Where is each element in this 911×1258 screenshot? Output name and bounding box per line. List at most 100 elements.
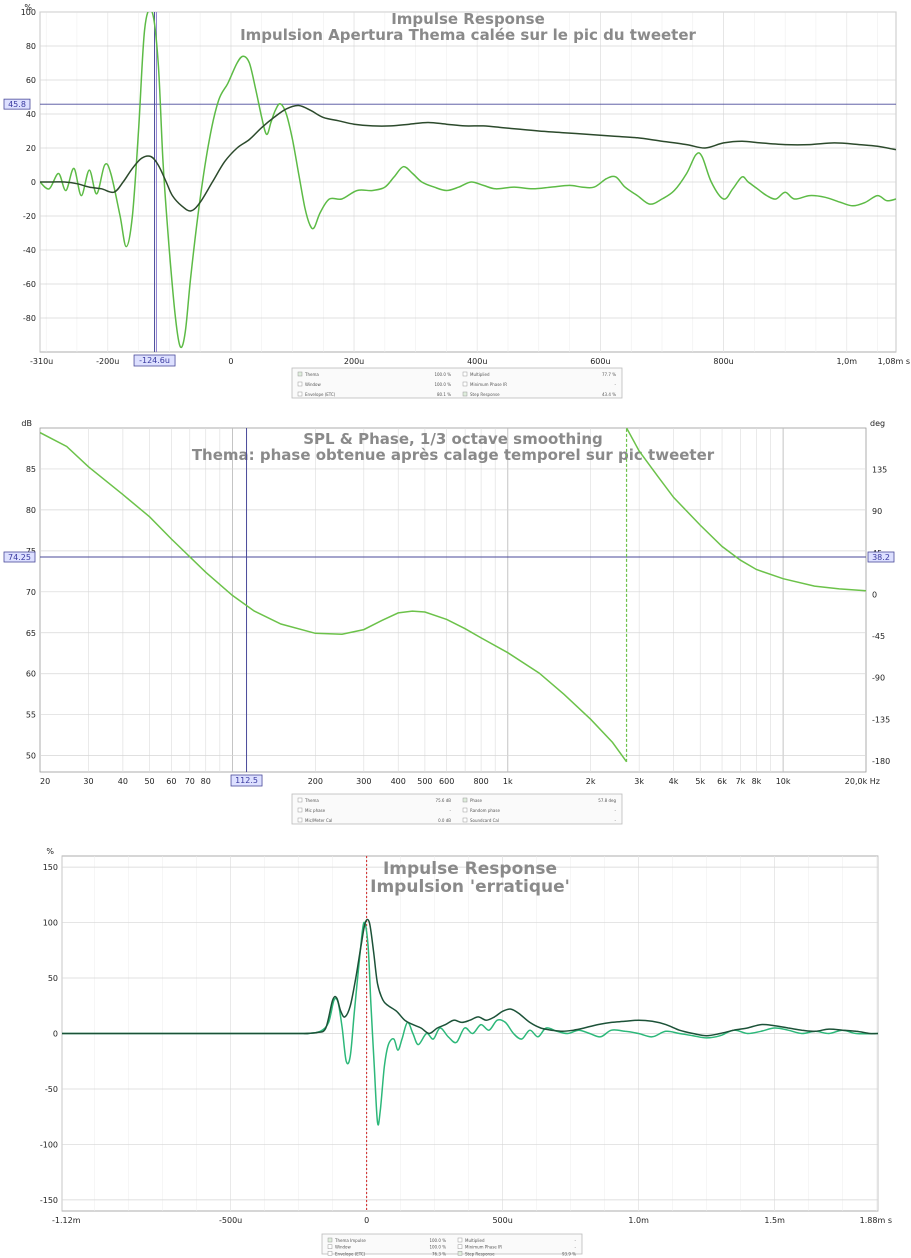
y-tick-label: -150 [40, 1196, 58, 1205]
x-tick-label: 200 [308, 777, 323, 786]
chart-3: 150 100 50 0 -50 -100 -150 -1.12m -500u 0 500u 1.0m… [40, 847, 892, 1256]
y-tick-label: -100 [40, 1140, 58, 1149]
chart-title: SPL & Phase, 1/3 octave smoothing [303, 430, 603, 448]
y2-tick-label: -135 [872, 715, 890, 724]
legend-item-label: Window [335, 1245, 352, 1250]
legend-item-label: Thema [304, 372, 319, 377]
x-tick-label: 1.0m [628, 1216, 649, 1225]
legend-item-label: Minimum Phase IR [465, 1245, 502, 1250]
legend-item-value: 57.8 deg [598, 798, 616, 803]
x-tick-label: 30 [83, 777, 93, 786]
legend-item-label: Step Response [470, 392, 500, 397]
x-tick-label: 300 [356, 777, 371, 786]
y-tick-label: 0 [31, 178, 36, 187]
cursor-label-box [133, 354, 176, 367]
y-tick-label: 55 [26, 711, 36, 720]
x-tick-label: 1,08m s [878, 357, 910, 366]
x-tick-label: 20 [40, 777, 50, 786]
legend-checkbox [297, 797, 303, 803]
legend-checkbox [462, 391, 468, 397]
legend-item-label: Thema Impulse [334, 1238, 366, 1243]
legend-item-value: 77.7 % [602, 372, 616, 377]
cursor-x-label: -124.6u [139, 356, 170, 365]
cursor-label-box [230, 774, 263, 787]
legend-item-value: 0.0 dB [438, 818, 451, 823]
y-tick-label: 50 [48, 974, 58, 983]
legend-checkbox [462, 807, 468, 813]
plot-area [39, 427, 867, 773]
y-unit-label: % [24, 3, 32, 12]
legend-item-label: Window [305, 382, 322, 387]
chart-1: 100 80 60 40 20 0 -20 -40 -60 -80 -310u -200u 0 200u 4… [3, 3, 910, 399]
legend-item-value: 100.0 % [434, 382, 451, 387]
y-tick-label: 80 [26, 42, 36, 51]
x-tick-label: 200u [344, 357, 364, 366]
legend-item-label: Thema [304, 798, 319, 803]
legend-item-label: Envelope (ETC) [335, 1251, 366, 1256]
legend-checkbox [297, 807, 303, 813]
x-tick-label: 3k [634, 777, 644, 786]
legend-item-value: - [575, 1238, 577, 1243]
legend-item-value: 100.0 % [429, 1238, 446, 1243]
series-line-1 [40, 12, 896, 349]
legend-checkbox [297, 817, 303, 823]
legend-item-label: Mic phase [305, 808, 326, 813]
legend-checkbox [462, 797, 468, 803]
x-tick-label: -500u [219, 1216, 242, 1225]
legend-item-label: Step Response [465, 1251, 495, 1256]
legend-item-value: - [575, 1245, 577, 1250]
y2-tick-label: -90 [872, 674, 885, 683]
legend-checkbox [457, 1251, 463, 1256]
legend-checkbox [297, 371, 303, 377]
legend-checkbox [327, 1244, 333, 1249]
x-tick-label: 6k [717, 777, 727, 786]
x-tick-label: 800 [473, 777, 488, 786]
x-tick-label: 600u [590, 357, 610, 366]
y-tick-label: 85 [26, 465, 36, 474]
y2-tick-label: -180 [872, 757, 890, 766]
legend-checkbox [327, 1251, 333, 1256]
legend-item-label: Envelope (ETC) [305, 392, 336, 397]
chart-title: Impulse Response [391, 10, 545, 28]
y-tick-label: 60 [26, 76, 36, 85]
y-tick-label: -50 [45, 1085, 58, 1094]
x-tick-label: 20,0k Hz [845, 777, 880, 786]
x-tick-label: 50 [144, 777, 154, 786]
series-line-1 [40, 428, 866, 763]
cursor-label-box [3, 551, 36, 563]
legend-item-value: 75.6 dB [436, 798, 452, 803]
y2-unit-label: deg [870, 419, 885, 428]
y-tick-label: -80 [23, 314, 36, 323]
chart-subtitle: Impulsion Apertura Thema calée sur le pi… [240, 26, 696, 44]
x-tick-label: 2k [586, 777, 596, 786]
x-tick-label: -310u [30, 357, 53, 366]
x-tick-label: 70 [185, 777, 195, 786]
chart-subtitle: Impulsion 'erratique' [370, 877, 570, 897]
y-tick-label: -60 [23, 280, 36, 289]
y-tick-label: 0 [53, 1030, 58, 1039]
legend-item-value: 43.4 % [602, 392, 616, 397]
legend-box [291, 793, 623, 825]
y2-tick-label: 90 [872, 507, 882, 516]
legend-item-value: 76.3 % [432, 1251, 446, 1256]
x-tick-label: -1.12m [52, 1216, 81, 1225]
legend-item-label: Multiplied [470, 372, 490, 377]
y-tick-label: 100 [43, 919, 58, 928]
legend-item-value: 100.0 % [434, 372, 451, 377]
y-tick-label: 40 [26, 110, 36, 119]
x-tick-label: 7k [736, 777, 746, 786]
x-tick-label: 1.88m s [860, 1216, 892, 1225]
x-tick-label: 1k [503, 777, 513, 786]
legend-item-label: Multiplied [465, 1238, 485, 1243]
legend-item-value: - [450, 808, 452, 813]
legend-box [321, 1233, 583, 1255]
legend-item-value: - [615, 808, 617, 813]
x-tick-label: 500u [492, 1216, 512, 1225]
series-line-1 [62, 921, 878, 1126]
y-tick-label: 65 [26, 629, 36, 638]
cursor-y-label: 74.25 [8, 553, 31, 562]
x-tick-label: 1.5m [764, 1216, 785, 1225]
y2-tick-label: 0 [872, 590, 877, 599]
legend-checkbox [462, 817, 468, 823]
y-tick-label: 150 [43, 863, 58, 872]
